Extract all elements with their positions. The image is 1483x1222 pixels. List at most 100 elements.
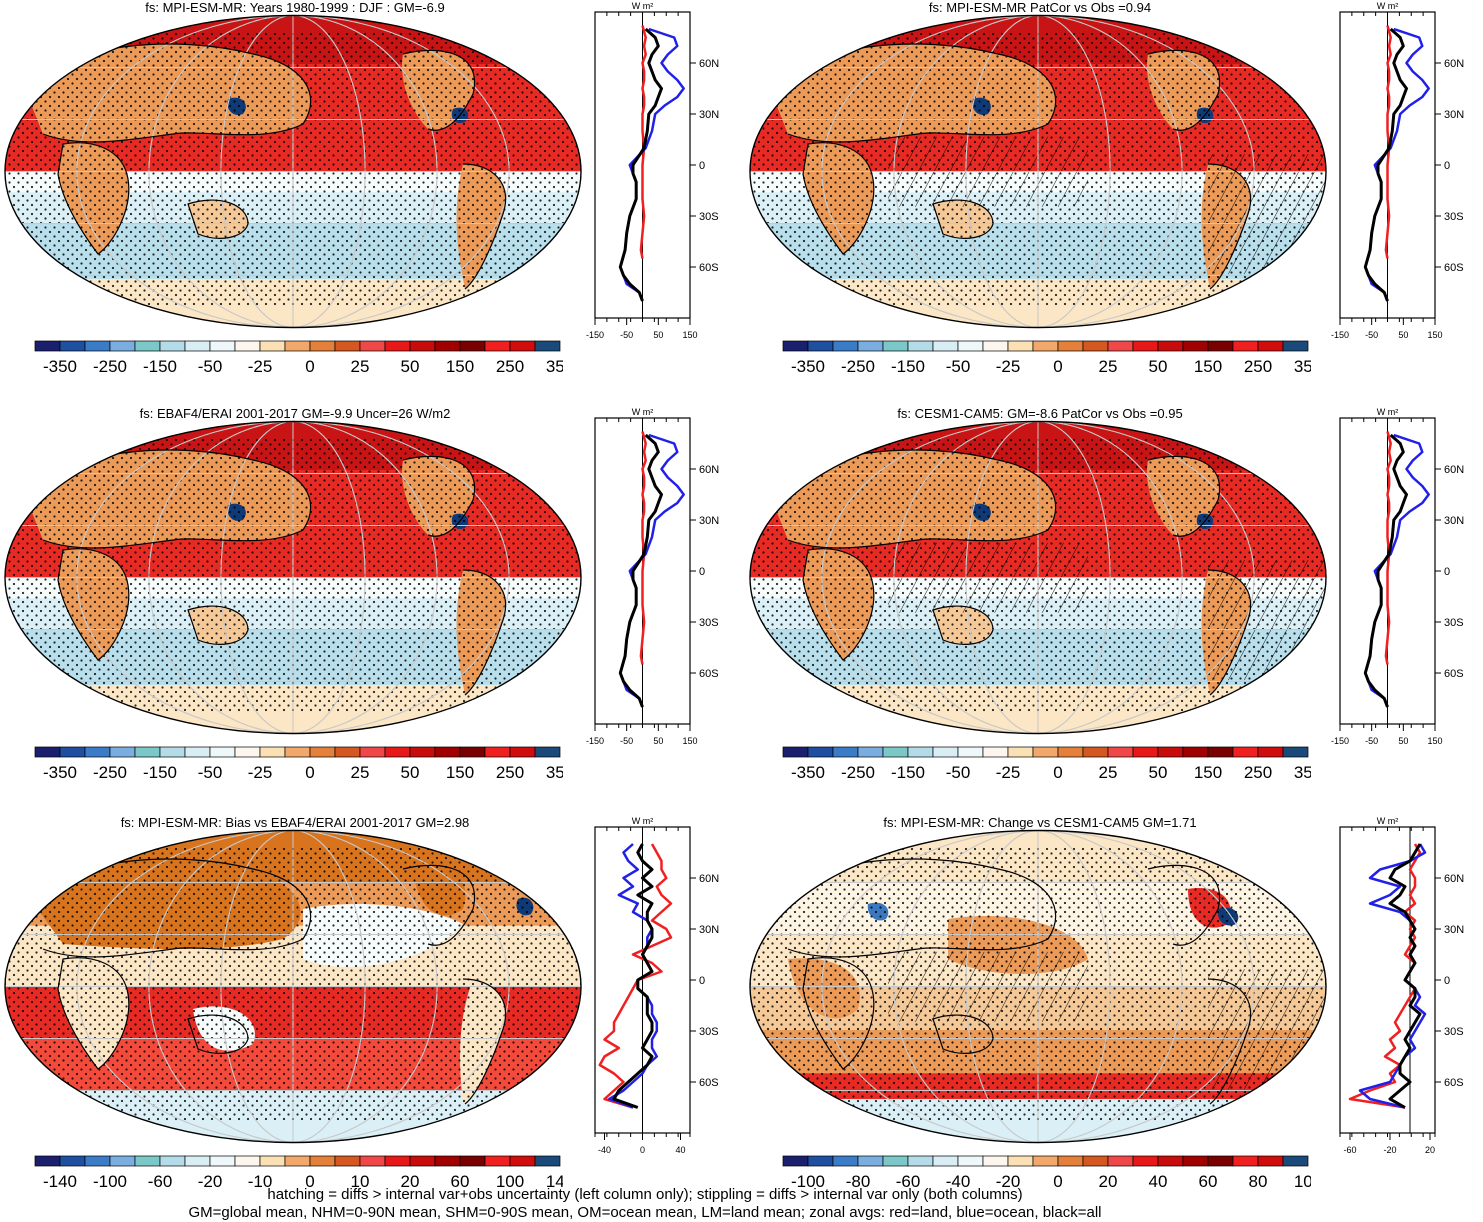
colorbar-swatch (1108, 1156, 1133, 1166)
colorbar-tick-label: 25 (1099, 763, 1118, 782)
value-tick-label: -150 (586, 330, 604, 340)
value-tick-label: 50 (1398, 736, 1408, 746)
map-title: fs: MPI-ESM-MR: Change vs CESM1-CAM5 GM=… (745, 815, 1335, 830)
colorbar-swatch (1058, 341, 1083, 351)
map-title: fs: MPI-ESM-MR PatCor vs Obs =0.94 (745, 0, 1335, 15)
colorbar-swatch (260, 341, 285, 351)
value-tick-label: -50 (1365, 330, 1378, 340)
colorbar-swatch (1133, 341, 1158, 351)
colorbar-swatch (783, 747, 808, 757)
colorbar-swatch (1058, 1156, 1083, 1166)
lat-tick-label: 30S (1444, 617, 1464, 629)
colorbar-swatch (510, 747, 535, 757)
value-tick-label: -50 (1365, 736, 1378, 746)
colorbar-tick-label: 150 (446, 763, 474, 782)
colorbar-tick-label: 250 (496, 763, 524, 782)
colorbar-swatch (35, 747, 60, 757)
zonal-series-all (620, 29, 661, 301)
colorbar-tick-label: 250 (496, 357, 524, 376)
colorbar-tick-label: -25 (248, 357, 273, 376)
colorbar-swatch (1208, 1156, 1233, 1166)
value-tick-label: -60 (1343, 1145, 1356, 1155)
value-tick-label: 50 (1398, 330, 1408, 340)
colorbar-swatch (135, 341, 160, 351)
lat-tick-label: 0 (1444, 160, 1450, 172)
value-tick-label: -150 (1331, 736, 1349, 746)
colorbar-tick-label: -25 (248, 763, 273, 782)
colorbar-swatch (808, 341, 833, 351)
map-svg (3, 829, 583, 1144)
colorbar-tick-label: -150 (891, 763, 925, 782)
world-map (748, 14, 1328, 329)
colorbar-swatch (1233, 341, 1258, 351)
lat-tick-label: 0 (699, 975, 705, 987)
colorbar-tick-label: -150 (891, 357, 925, 376)
lat-tick-label: 30N (1444, 515, 1464, 527)
colorbar-swatch (260, 747, 285, 757)
lat-tick-label: 0 (699, 160, 705, 172)
map-title: fs: MPI-ESM-MR: Years 1980-1999 : DJF : … (0, 0, 590, 15)
colorbar-swatch (1008, 747, 1033, 757)
colorbar-swatch (1283, 341, 1308, 351)
colorbar-swatch (833, 341, 858, 351)
colorbar-swatch (135, 747, 160, 757)
colorbar-swatch (1158, 747, 1183, 757)
colorbar-swatch (285, 341, 310, 351)
colorbar-tick-label: 50 (401, 357, 420, 376)
colorbar-swatch (1233, 1156, 1258, 1166)
colorbar-swatch (310, 747, 335, 757)
colorbar-swatch (958, 747, 983, 757)
lat-tick-label: 30S (699, 617, 719, 629)
lat-tick-label: 30N (699, 515, 719, 527)
colorbar-swatch (510, 341, 535, 351)
colorbar-swatch (535, 341, 560, 351)
units-label: W m² (632, 407, 654, 417)
colorbar: -350-250-150-50-2502550150250350 (782, 340, 1311, 380)
colorbar-swatch (1083, 1156, 1108, 1166)
colorbar-svg: -350-250-150-50-2502550150250350 (34, 340, 563, 380)
colorbar-tick-label: 150 (1194, 357, 1222, 376)
colorbar-tick-label: -25 (996, 357, 1021, 376)
lat-tick-label: 60S (1444, 668, 1464, 680)
colorbar-tick-label: 150 (446, 357, 474, 376)
colorbar-swatch (310, 341, 335, 351)
colorbar-swatch (1058, 747, 1083, 757)
colorbar-swatch (210, 341, 235, 351)
world-map (3, 829, 583, 1144)
colorbar-swatch (1258, 1156, 1283, 1166)
world-map (3, 14, 583, 329)
lat-tick-label: 60S (699, 668, 719, 680)
colorbar-swatch (1258, 747, 1283, 757)
map-svg (748, 14, 1328, 329)
colorbar-swatch (1133, 747, 1158, 757)
colorbar-swatch (160, 341, 185, 351)
colorbar-swatch (1208, 341, 1233, 351)
colorbar-swatch (160, 1156, 185, 1166)
colorbar-swatch (285, 1156, 310, 1166)
panel-5: fs: MPI-ESM-MR: Bias vs EBAF4/ERAI 2001-… (0, 815, 740, 1185)
colorbar-swatch (783, 341, 808, 351)
colorbar-swatch (485, 1156, 510, 1166)
colorbar-swatch (1083, 747, 1108, 757)
lat-tick-label: 60N (1444, 58, 1464, 70)
colorbar-swatch (435, 341, 460, 351)
colorbar-tick-label: 350 (546, 357, 563, 376)
colorbar-swatch (1108, 341, 1133, 351)
colorbar-swatch (958, 1156, 983, 1166)
colorbar-swatch (360, 747, 385, 757)
colorbar-swatch (933, 747, 958, 757)
units-label: W m² (1377, 816, 1399, 826)
colorbar-swatch (1183, 747, 1208, 757)
zonal-series-all (620, 435, 661, 707)
colorbar-swatch (1108, 747, 1133, 757)
colorbar-tick-label: 0 (305, 357, 314, 376)
colorbar-swatch (535, 1156, 560, 1166)
colorbar-swatch (235, 747, 260, 757)
colorbar-swatch (110, 747, 135, 757)
lat-tick-label: 60S (699, 1077, 719, 1089)
